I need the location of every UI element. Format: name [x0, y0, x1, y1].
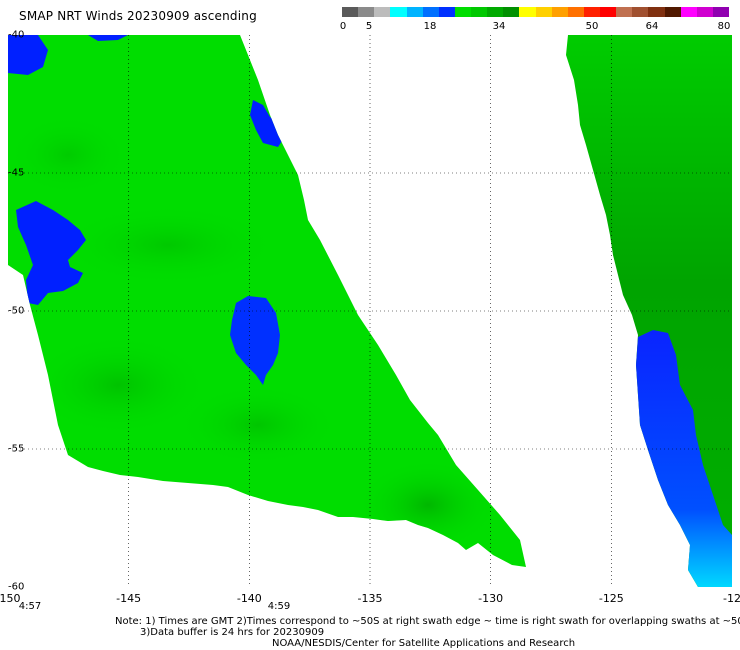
colorbar-label-0: 0 [339, 21, 347, 32]
colorbar-segment [358, 7, 375, 17]
low-wind-patch [230, 296, 280, 385]
colorbar-segment [600, 7, 617, 17]
colorbar-segment [680, 7, 697, 17]
colorbar-segment [567, 7, 584, 17]
low-wind-patch [636, 330, 732, 587]
left-swath [8, 35, 526, 567]
colorbar-segment [487, 7, 504, 17]
latitude-label: -40 [8, 29, 25, 41]
graticule [8, 35, 732, 587]
colorbar-tick-labels: 0 5 18 34 50 64 80 [339, 21, 732, 33]
colorbar-label-50: 50 [585, 21, 599, 32]
wind-map-plot [8, 35, 732, 587]
longitude-label: -12 [723, 592, 740, 605]
colorbar-segment [535, 7, 552, 17]
colorbar-segment [616, 7, 633, 17]
low-wind-patch [8, 35, 48, 75]
note-line-2: 3)Data buffer is 24 hrs for 20230909 [140, 627, 325, 638]
latitude-label: -50 [8, 305, 25, 317]
colorbar-label-18: 18 [423, 21, 437, 32]
low-wind-patch [16, 201, 86, 305]
colorbar-label-34: 34 [492, 21, 506, 32]
colorbar-segment [503, 7, 520, 17]
low-wind-patch [88, 35, 128, 41]
colorbar-segment [342, 7, 359, 17]
low-wind-patch [250, 100, 286, 147]
colorbar-segment [422, 7, 439, 17]
colorbar-segment [632, 7, 649, 17]
colorbar-segment [519, 7, 536, 17]
time-label-1: 4:57 [18, 601, 42, 612]
latitude-label: -60 [8, 581, 25, 593]
longitude-label: -130 [478, 592, 504, 605]
colorbar-segment [374, 7, 391, 17]
map-title: SMAP NRT Winds 20230909 ascending [19, 9, 257, 23]
colorbar-segment [696, 7, 713, 17]
longitude-label: -140 [236, 592, 262, 605]
colorbar-label-80: 80 [717, 21, 731, 32]
colorbar-label-64: 64 [645, 21, 659, 32]
colorbar-segment [454, 7, 471, 17]
longitude-label: -125 [598, 592, 624, 605]
credit-line: NOAA/NESDIS/Center for Satellite Applica… [272, 638, 576, 649]
colorbar-segment [583, 7, 600, 17]
latitude-label: -45 [8, 167, 25, 179]
colorbar-segment [551, 7, 568, 17]
latitude-label: -55 [8, 443, 25, 455]
wind-speed-colorbar [342, 7, 729, 17]
colorbar-segment [712, 7, 729, 17]
colorbar-segment [471, 7, 488, 17]
wind-map-svg [8, 35, 732, 587]
longitude-label: -150 [0, 592, 21, 605]
longitude-label: -145 [116, 592, 142, 605]
colorbar-segment [438, 7, 455, 17]
longitude-label: -135 [357, 592, 383, 605]
colorbar-label-5: 5 [365, 21, 373, 32]
colorbar-segment [390, 7, 407, 17]
note-line-1: Note: 1) Times are GMT 2)Times correspon… [115, 616, 740, 627]
colorbar-segment [664, 7, 681, 17]
time-label-2: 4:59 [267, 601, 291, 612]
colorbar-segment [648, 7, 665, 17]
colorbar-segment [406, 7, 423, 17]
